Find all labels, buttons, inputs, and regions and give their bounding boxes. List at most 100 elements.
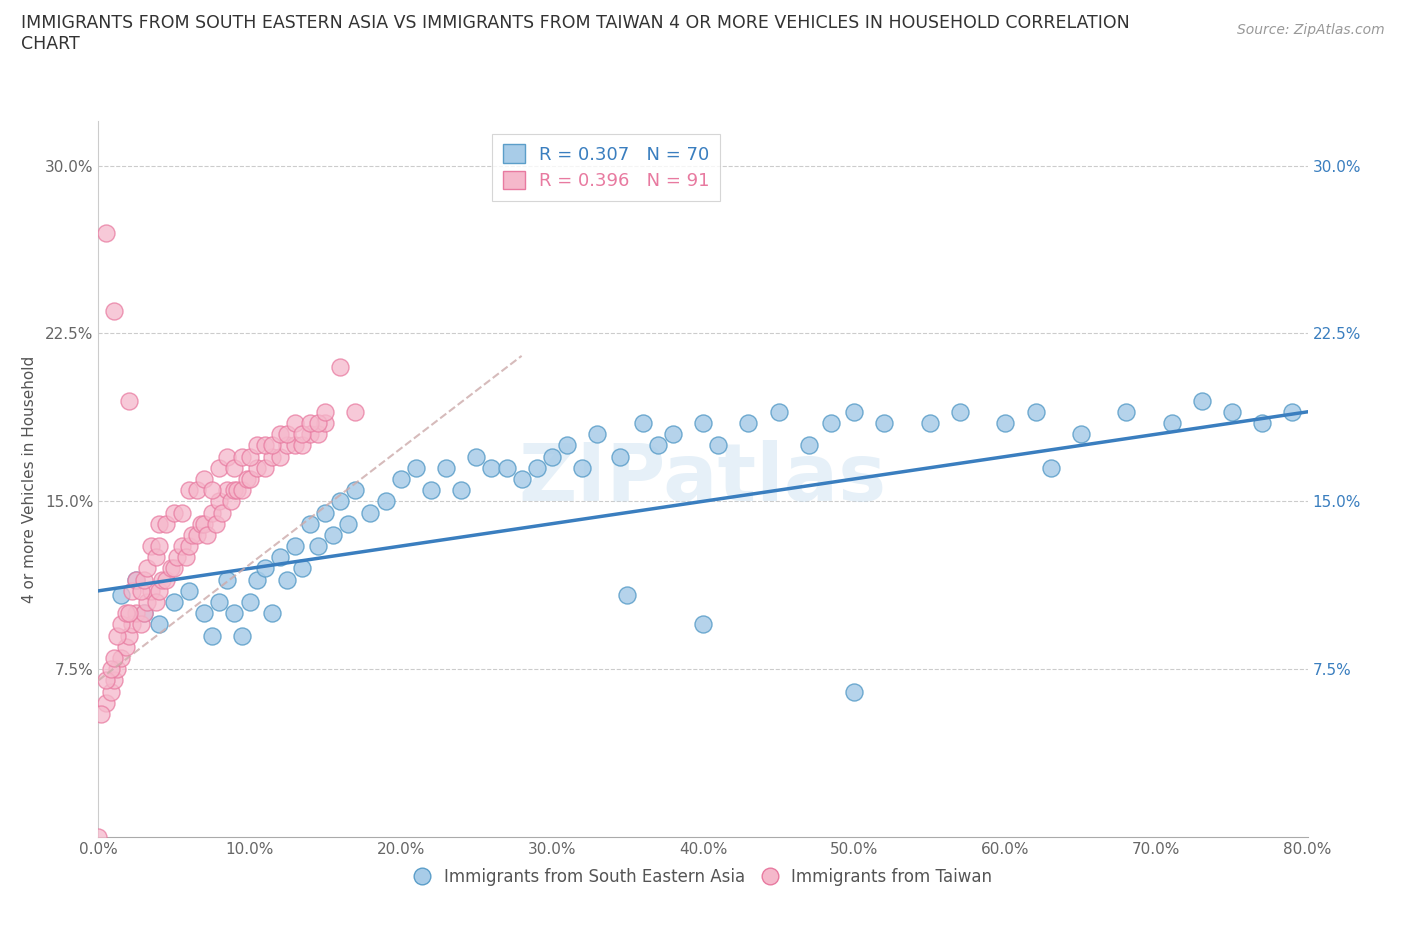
Point	[299, 416, 322, 431]
Point	[148, 516, 170, 531]
Point	[322, 527, 344, 542]
Point	[495, 460, 517, 475]
Point	[540, 449, 562, 464]
Point	[163, 561, 186, 576]
Point	[465, 449, 488, 464]
Point	[768, 405, 790, 419]
Legend: Immigrants from South Eastern Asia, Immigrants from Taiwan: Immigrants from South Eastern Asia, Immi…	[406, 862, 1000, 893]
Point	[314, 416, 336, 431]
Point	[186, 483, 208, 498]
Point	[125, 572, 148, 587]
Point	[1251, 416, 1274, 431]
Point	[103, 651, 125, 666]
Point	[135, 594, 157, 609]
Point	[148, 583, 170, 598]
Point	[707, 438, 730, 453]
Point	[179, 483, 201, 498]
Point	[291, 561, 314, 576]
Point	[118, 393, 141, 408]
Point	[170, 505, 193, 520]
Point	[226, 483, 249, 498]
Point	[100, 662, 122, 677]
Point	[314, 505, 336, 520]
Point	[215, 483, 238, 498]
Point	[873, 416, 896, 431]
Point	[1039, 460, 1062, 475]
Point	[820, 416, 842, 431]
Point	[269, 550, 291, 565]
Point	[844, 405, 866, 419]
Point	[208, 460, 231, 475]
Point	[844, 684, 866, 699]
Point	[103, 673, 125, 688]
Point	[1220, 405, 1243, 419]
Point	[253, 561, 276, 576]
Point	[132, 605, 155, 620]
Point	[571, 460, 593, 475]
Point	[239, 472, 262, 486]
Point	[174, 550, 197, 565]
Point	[284, 416, 307, 431]
Point	[299, 427, 322, 442]
Point	[132, 572, 155, 587]
Point	[253, 460, 276, 475]
Point	[329, 494, 352, 509]
Point	[145, 550, 167, 565]
Point	[224, 483, 246, 498]
Point	[262, 449, 284, 464]
Point	[90, 707, 112, 722]
Point	[291, 438, 314, 453]
Point	[314, 405, 336, 419]
Point	[284, 538, 307, 553]
Point	[1160, 416, 1182, 431]
Point	[269, 449, 291, 464]
Point	[114, 605, 136, 620]
Point	[181, 527, 204, 542]
Point	[190, 516, 212, 531]
Point	[103, 304, 125, 319]
Point	[797, 438, 820, 453]
Point	[125, 605, 148, 620]
Point	[389, 472, 412, 486]
Point	[284, 438, 307, 453]
Point	[481, 460, 503, 475]
Point	[129, 617, 152, 631]
Point	[118, 628, 141, 643]
Point	[510, 472, 533, 486]
Point	[125, 572, 148, 587]
Point	[221, 494, 243, 509]
Point	[215, 449, 238, 464]
Point	[420, 483, 443, 498]
Point	[100, 684, 122, 699]
Point	[239, 449, 262, 464]
Point	[141, 538, 163, 553]
Point	[276, 427, 298, 442]
Point	[246, 438, 269, 453]
Point	[163, 594, 186, 609]
Point	[609, 449, 631, 464]
Point	[450, 483, 472, 498]
Point	[201, 628, 224, 643]
Point	[186, 527, 208, 542]
Point	[526, 460, 548, 475]
Point	[179, 538, 201, 553]
Point	[114, 639, 136, 654]
Point	[201, 483, 224, 498]
Point	[110, 588, 132, 603]
Point	[193, 605, 215, 620]
Point	[132, 605, 155, 620]
Point	[105, 662, 128, 677]
Point	[253, 438, 276, 453]
Point	[224, 605, 246, 620]
Point	[193, 472, 215, 486]
Point	[291, 427, 314, 442]
Point	[360, 505, 382, 520]
Point	[1191, 393, 1213, 408]
Point	[170, 538, 193, 553]
Point	[105, 628, 128, 643]
Point	[135, 561, 157, 576]
Point	[434, 460, 457, 475]
Point	[87, 830, 110, 844]
Point	[994, 416, 1017, 431]
Point	[110, 651, 132, 666]
